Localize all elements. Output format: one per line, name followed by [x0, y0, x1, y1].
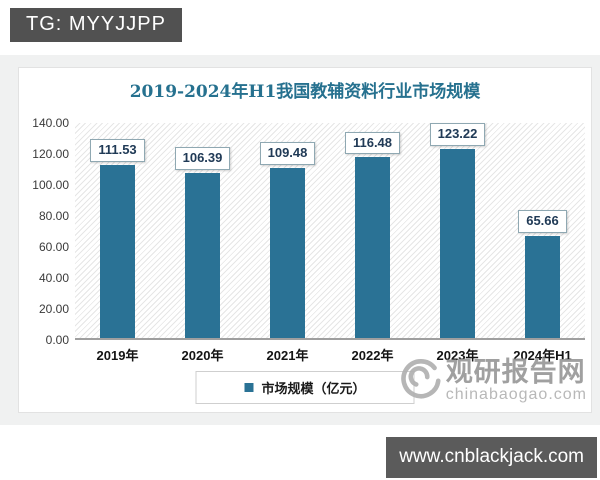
- bar: [525, 236, 560, 338]
- y-axis-tick-label: 140.00: [32, 116, 69, 130]
- x-axis-label: 2024年H1: [513, 348, 572, 363]
- bar-value-label: 123.22: [429, 123, 486, 146]
- y-axis: 140.00 120.00 100.00 80.00 60.00 40.00 20.00 0.…: [19, 117, 75, 346]
- bar: [355, 157, 390, 338]
- bar: [185, 173, 220, 338]
- bar-value-label: 65.66: [518, 210, 567, 234]
- plot-wrap: 140.00 120.00 100.00 80.00 60.00 40.00 20.00 0.…: [19, 117, 585, 346]
- bar: [100, 165, 135, 338]
- bar: [440, 148, 475, 338]
- plot-area: 111.53 106.39 109.48 116.48 123.22 65.66: [75, 123, 585, 340]
- bar-column: 116.48: [330, 123, 415, 338]
- chart-title: 2019-2024年H1我国教辅资料行业市场规模: [129, 82, 481, 102]
- chart-region: 2019-2024年H1我国教辅资料行业市场规模 140.00 120.00 100…: [0, 55, 600, 425]
- chinabaogao-logo-icon: [397, 356, 441, 405]
- y-axis-tick-label: 60.00: [38, 240, 69, 254]
- legend: 市场规模（亿元）: [195, 371, 415, 404]
- x-axis-label: 2019年: [96, 348, 139, 363]
- site-watermark: 观研报告网 chinabaogao.com: [397, 356, 587, 405]
- x-axis-label: 2022年: [351, 348, 394, 363]
- y-axis-tick-label: 120.00: [32, 147, 69, 161]
- legend-marker-icon: [244, 383, 254, 392]
- y-axis-tick-label: 0.00: [45, 333, 69, 347]
- chart-card: 2019-2024年H1我国教辅资料行业市场规模 140.00 120.00 100…: [18, 67, 592, 413]
- y-axis-tick-label: 20.00: [38, 302, 69, 316]
- bar-column: 106.39: [160, 123, 245, 338]
- bar-column: 111.53: [75, 123, 160, 338]
- watermark-site-name: 观研报告网: [445, 356, 586, 387]
- y-axis-tick-label: 100.00: [32, 178, 69, 192]
- bar-value-label: 106.39: [174, 147, 231, 171]
- x-axis-label: 2023年: [436, 348, 479, 363]
- site-url-badge: www.cnblackjack.com: [386, 437, 597, 478]
- bar-value-label: 109.48: [259, 142, 316, 166]
- bar-value-label: 111.53: [90, 139, 145, 163]
- y-axis-tick-label: 40.00: [38, 271, 69, 285]
- bar-column: 123.22: [415, 123, 500, 338]
- y-axis-tick-label: 80.00: [38, 209, 69, 223]
- x-axis-label: 2020年: [181, 348, 224, 363]
- bar-column: 65.66: [500, 123, 585, 338]
- bar: [270, 168, 305, 338]
- tg-watermark-badge: TG: MYYJJPP: [10, 8, 182, 42]
- watermark-site-domain: chinabaogao.com: [445, 385, 587, 403]
- bar-column: 109.48: [245, 123, 330, 338]
- x-axis-label: 2021年: [266, 348, 309, 363]
- bar-value-label: 116.48: [344, 131, 401, 155]
- legend-label: 市场规模（亿元）: [261, 381, 366, 396]
- x-axis: 2019年 2020年 2021年 2022年 2023年 2024年H1: [75, 345, 585, 364]
